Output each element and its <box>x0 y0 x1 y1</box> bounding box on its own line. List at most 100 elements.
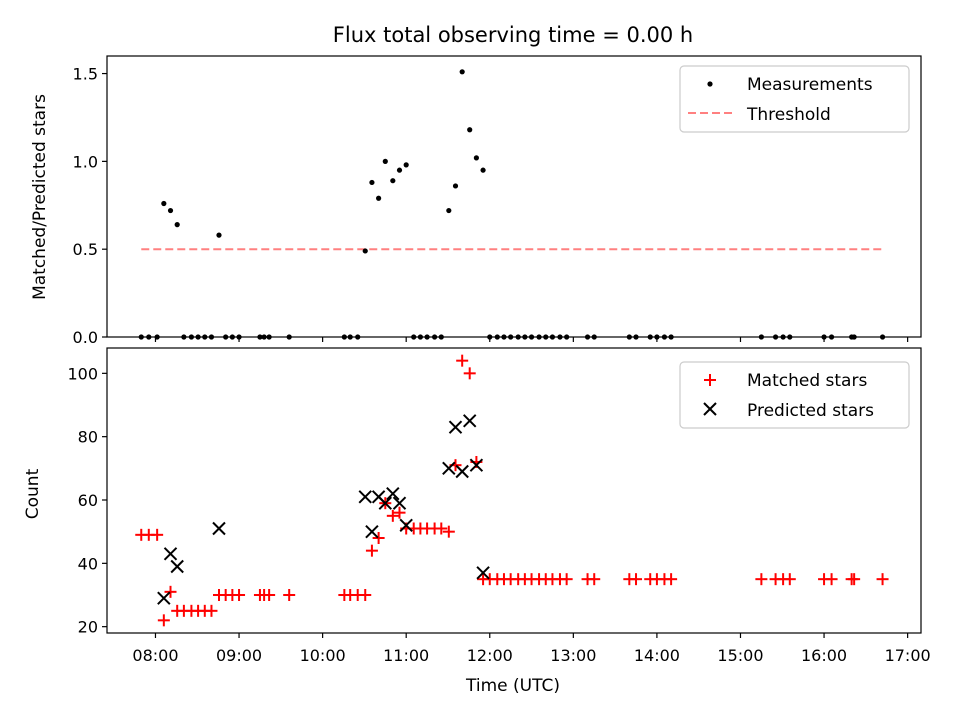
bottom-y-tick-label: 100 <box>67 364 98 383</box>
chart-title: Flux total observing time = 0.00 h <box>333 23 693 47</box>
bottom-axes-frame <box>106 347 922 634</box>
matched-stars-series <box>135 354 889 627</box>
predicted-star-point <box>469 458 484 472</box>
bottom-x-tick-label: 16:00 <box>801 646 847 665</box>
predicted-star-point <box>442 461 456 476</box>
top-axes-frame <box>106 55 922 338</box>
bottom-y-tick-label: 40 <box>78 554 98 573</box>
bottom-x-tick-label: 10:00 <box>300 646 346 665</box>
measurement-point <box>480 167 486 173</box>
measurement-point <box>396 167 403 173</box>
predicted-star-point <box>358 490 372 504</box>
top-panel: 0.0 0.5 1.0 1.5 Matched/Predicted stars Mea… <box>30 55 922 347</box>
bottom-x-tick-label: 09:00 <box>216 646 262 665</box>
legend-predicted-label: Predicted stars <box>747 401 874 421</box>
bottom-x-tick-label: 14:00 <box>634 646 680 665</box>
top-y-tick-label: 1.0 <box>73 152 98 171</box>
bottom-y-tick-label: 80 <box>78 428 98 447</box>
matched-star-point <box>848 573 861 586</box>
measurement-point <box>369 179 375 186</box>
top-y-tick-label: 0.0 <box>73 328 98 347</box>
legend-matched-label: Matched stars <box>747 371 867 391</box>
legend-predicted-marker <box>703 402 717 416</box>
top-legend-box <box>679 65 910 133</box>
measurement-point <box>376 195 382 201</box>
top-y-tick-label: 0.5 <box>73 240 98 259</box>
measurement-point <box>362 248 368 254</box>
bottom-y-tick-label: 60 <box>78 491 98 510</box>
predicted-star-point <box>386 486 400 501</box>
matched-star-point <box>442 525 455 538</box>
matched-star-point <box>876 573 889 586</box>
legend-measurements-label: Measurements <box>747 75 873 95</box>
matched-star-point <box>372 532 385 544</box>
predicted-star-point <box>378 496 393 510</box>
predicted-star-point <box>365 524 379 539</box>
predicted-star-point <box>448 420 463 434</box>
matched-star-point <box>164 585 177 598</box>
matched-star-point <box>783 573 796 586</box>
bottom-x-tick-label: 11:00 <box>383 646 429 665</box>
matched-star-point <box>386 509 399 522</box>
top-y-ticks: 0.0 0.5 1.0 1.5 <box>73 65 107 347</box>
top-y-tick-label: 1.5 <box>73 65 98 84</box>
bottom-y-ticks: 20 40 60 80 100 <box>67 364 107 637</box>
predicted-star-point <box>157 591 171 605</box>
matched-star-point <box>157 614 170 627</box>
matched-star-point <box>630 573 643 586</box>
bottom-y-axis-label: Count <box>23 468 43 519</box>
matched-star-point <box>825 573 838 586</box>
bottom-panel: 20 40 60 80 100 08:00 09:00 10:00 11:00 12:00 13:… <box>23 347 931 696</box>
measurement-point <box>216 232 222 238</box>
top-legend: Measurements Threshold <box>679 65 910 133</box>
matched-star-point <box>456 354 469 367</box>
measurement-point <box>161 200 167 207</box>
matched-star-point <box>588 573 601 586</box>
matched-star-point <box>560 573 573 586</box>
measurement-point <box>467 127 473 133</box>
matched-star-point <box>435 522 448 535</box>
predicted-stars-series <box>157 414 490 605</box>
predicted-star-point <box>455 464 469 479</box>
legend-measurements-marker <box>707 81 713 87</box>
legend-matched-marker <box>704 374 716 386</box>
legend-threshold-label: Threshold <box>746 105 831 125</box>
predicted-star-point <box>392 496 407 510</box>
matched-star-point <box>359 589 372 601</box>
top-y-axis-label: Matched/Predicted stars <box>30 94 50 300</box>
matched-star-point <box>233 589 246 601</box>
matched-star-point <box>263 589 276 601</box>
predicted-star-point <box>212 521 226 536</box>
matched-star-point <box>393 506 406 519</box>
matched-star-point <box>463 367 476 380</box>
predicted-star-point <box>399 518 413 533</box>
bottom-y-tick-label: 20 <box>78 618 98 637</box>
measurement-point <box>390 178 396 184</box>
bottom-x-ticks: 08:00 09:00 10:00 11:00 12:00 13:00 14:00 15:00… <box>132 633 931 665</box>
predicted-star-point <box>170 559 184 574</box>
matched-star-point <box>283 589 296 601</box>
matched-star-point <box>365 544 378 557</box>
bottom-x-axis-label: Time (UTC) <box>465 676 560 696</box>
matched-star-point <box>665 573 678 586</box>
bottom-x-tick-label: 13:00 <box>550 646 596 665</box>
measurement-point <box>446 207 452 214</box>
bottom-x-tick-label: 08:00 <box>132 646 178 665</box>
predicted-star-point <box>476 566 490 580</box>
measurement-point <box>167 207 174 214</box>
measurement-point <box>452 183 459 189</box>
matched-star-point <box>755 573 768 586</box>
top-x-ticks <box>154 337 909 342</box>
matched-star-point <box>151 528 164 541</box>
measurement-point <box>174 222 180 228</box>
measurement-point <box>459 69 465 75</box>
bottom-x-tick-label: 17:00 <box>885 646 931 665</box>
bottom-legend-box <box>679 361 910 429</box>
measurement-point <box>403 162 409 168</box>
measurement-point <box>382 158 388 164</box>
predicted-star-point <box>163 547 178 561</box>
measurement-point <box>473 155 479 161</box>
bottom-x-tick-label: 12:00 <box>467 646 513 665</box>
bottom-legend: Matched stars Predicted stars <box>679 361 910 429</box>
